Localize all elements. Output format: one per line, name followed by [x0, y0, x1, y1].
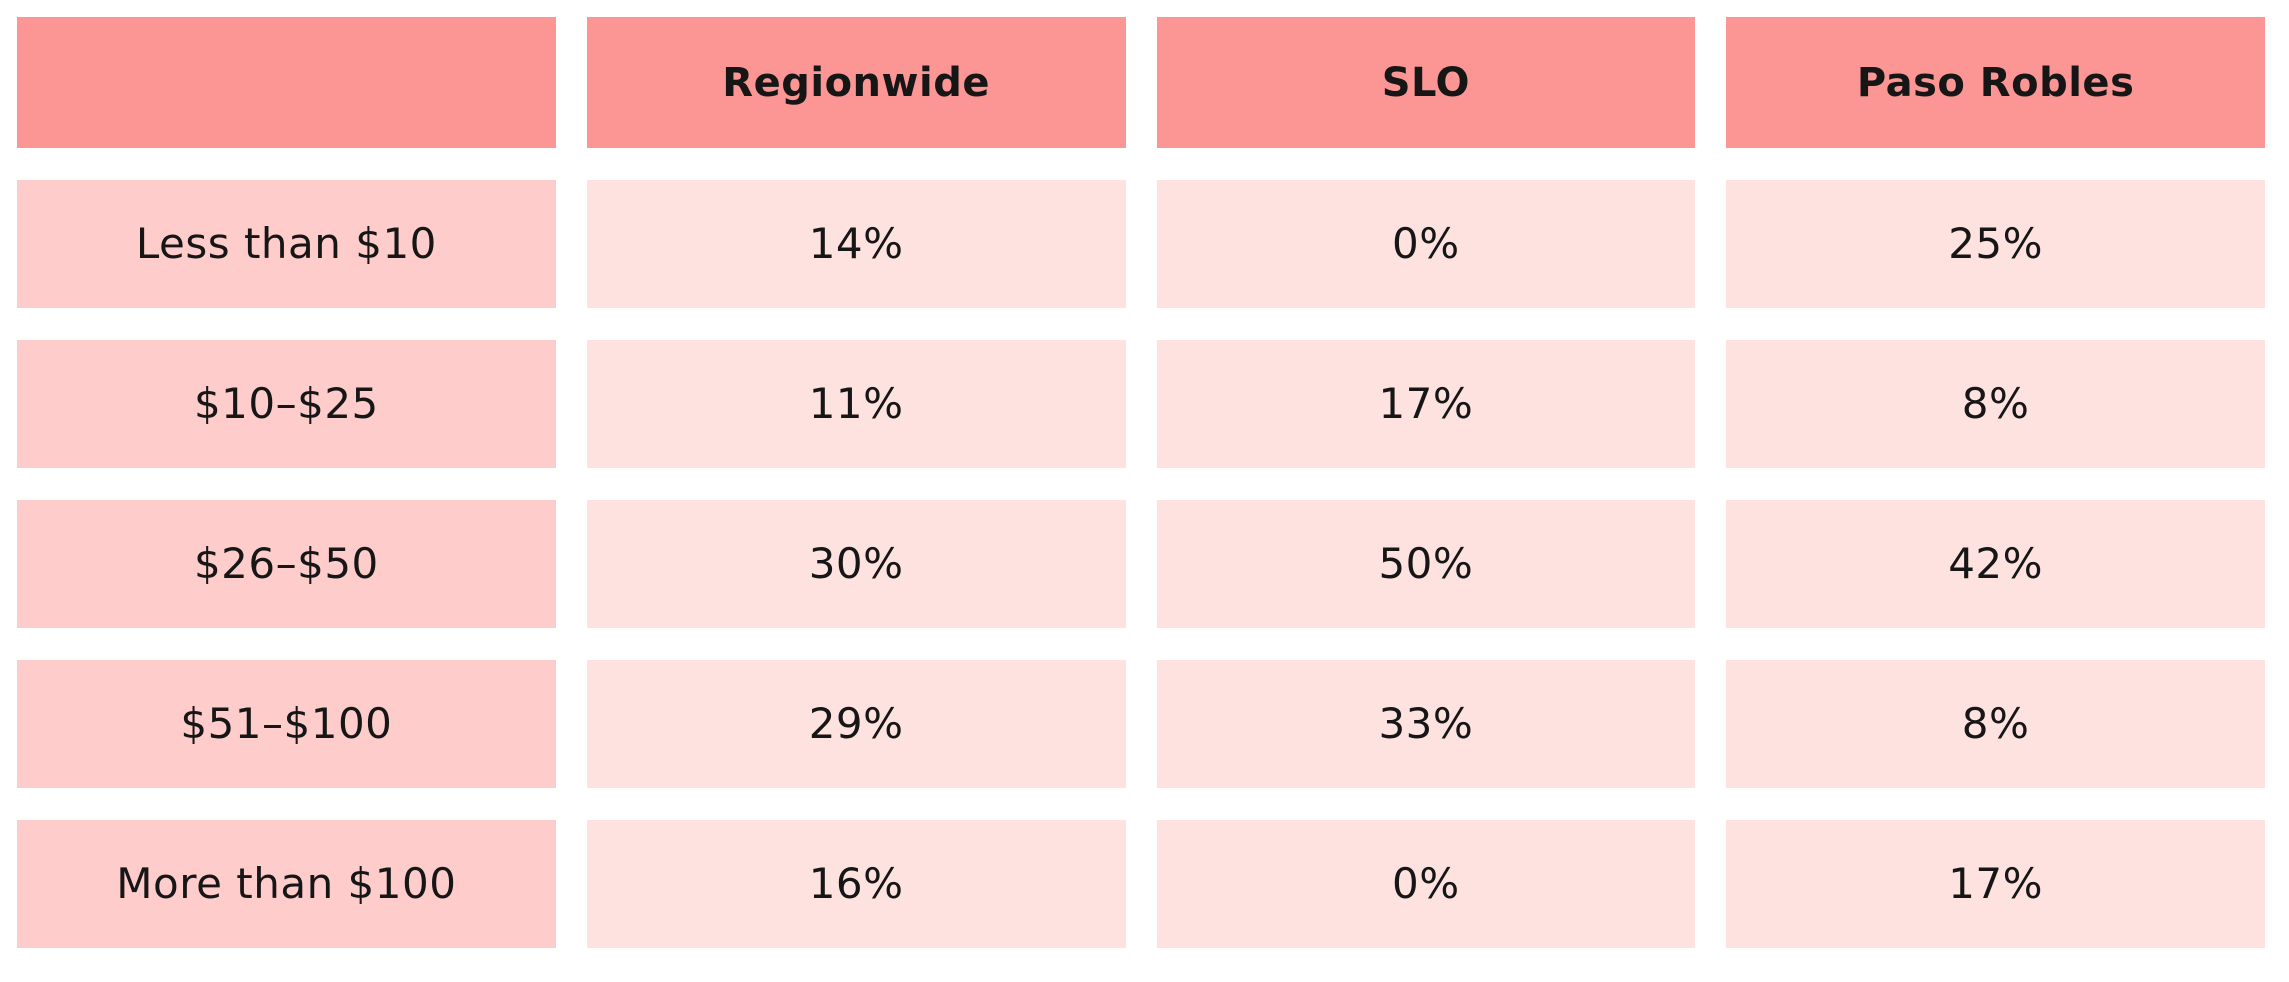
cell-regionwide-less-than-10: 14% [586, 180, 1126, 308]
cell-regionwide-51-100: 29% [586, 660, 1126, 788]
cell-regionwide-more-than-100: 16% [586, 820, 1126, 948]
row-label-51-100: $51–$100 [17, 660, 556, 788]
cell-paso-less-than-10: 25% [1726, 180, 2265, 308]
row-label-10-25: $10–$25 [17, 340, 556, 468]
header-cell-slo: SLO [1156, 17, 1696, 148]
cell-regionwide-10-25: 11% [586, 340, 1126, 468]
cell-slo-more-than-100: 0% [1156, 820, 1696, 948]
header-cell-paso-robles: Paso Robles [1726, 17, 2265, 148]
row-label-26-50: $26–$50 [17, 500, 556, 628]
cell-paso-10-25: 8% [1726, 340, 2265, 468]
table-grid: Regionwide SLO Paso Robles Less than $10… [17, 17, 2265, 948]
cell-slo-26-50: 50% [1156, 500, 1696, 628]
cell-paso-51-100: 8% [1726, 660, 2265, 788]
cell-slo-51-100: 33% [1156, 660, 1696, 788]
row-label-more-than-100: More than $100 [17, 820, 556, 948]
cell-slo-10-25: 17% [1156, 340, 1696, 468]
header-cell-empty [17, 17, 556, 148]
row-label-less-than-10: Less than $10 [17, 180, 556, 308]
cell-paso-26-50: 42% [1726, 500, 2265, 628]
cell-paso-more-than-100: 17% [1726, 820, 2265, 948]
cell-slo-less-than-10: 0% [1156, 180, 1696, 308]
header-cell-regionwide: Regionwide [586, 17, 1126, 148]
cell-regionwide-26-50: 30% [586, 500, 1126, 628]
